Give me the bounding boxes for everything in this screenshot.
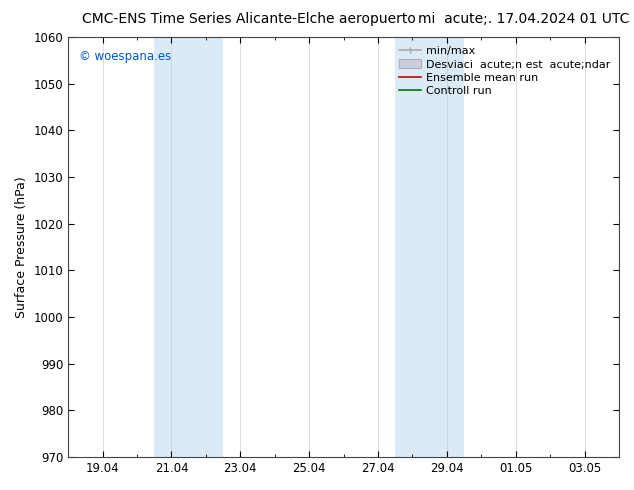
Y-axis label: Surface Pressure (hPa): Surface Pressure (hPa): [15, 176, 28, 318]
Text: CMC-ENS Time Series Alicante-Elche aeropuerto: CMC-ENS Time Series Alicante-Elche aerop…: [82, 12, 417, 26]
Bar: [189, 37, 223, 457]
Text: mi  acute;. 17.04.2024 01 UTC: mi acute;. 17.04.2024 01 UTC: [418, 12, 630, 26]
Bar: [395, 37, 430, 457]
Bar: [430, 37, 464, 457]
Text: © woespana.es: © woespana.es: [79, 50, 171, 63]
Bar: [154, 37, 189, 457]
Legend: min/max, Desviaci  acute;n est  acute;ndar, Ensemble mean run, Controll run: min/max, Desviaci acute;n est acute;ndar…: [396, 43, 614, 100]
